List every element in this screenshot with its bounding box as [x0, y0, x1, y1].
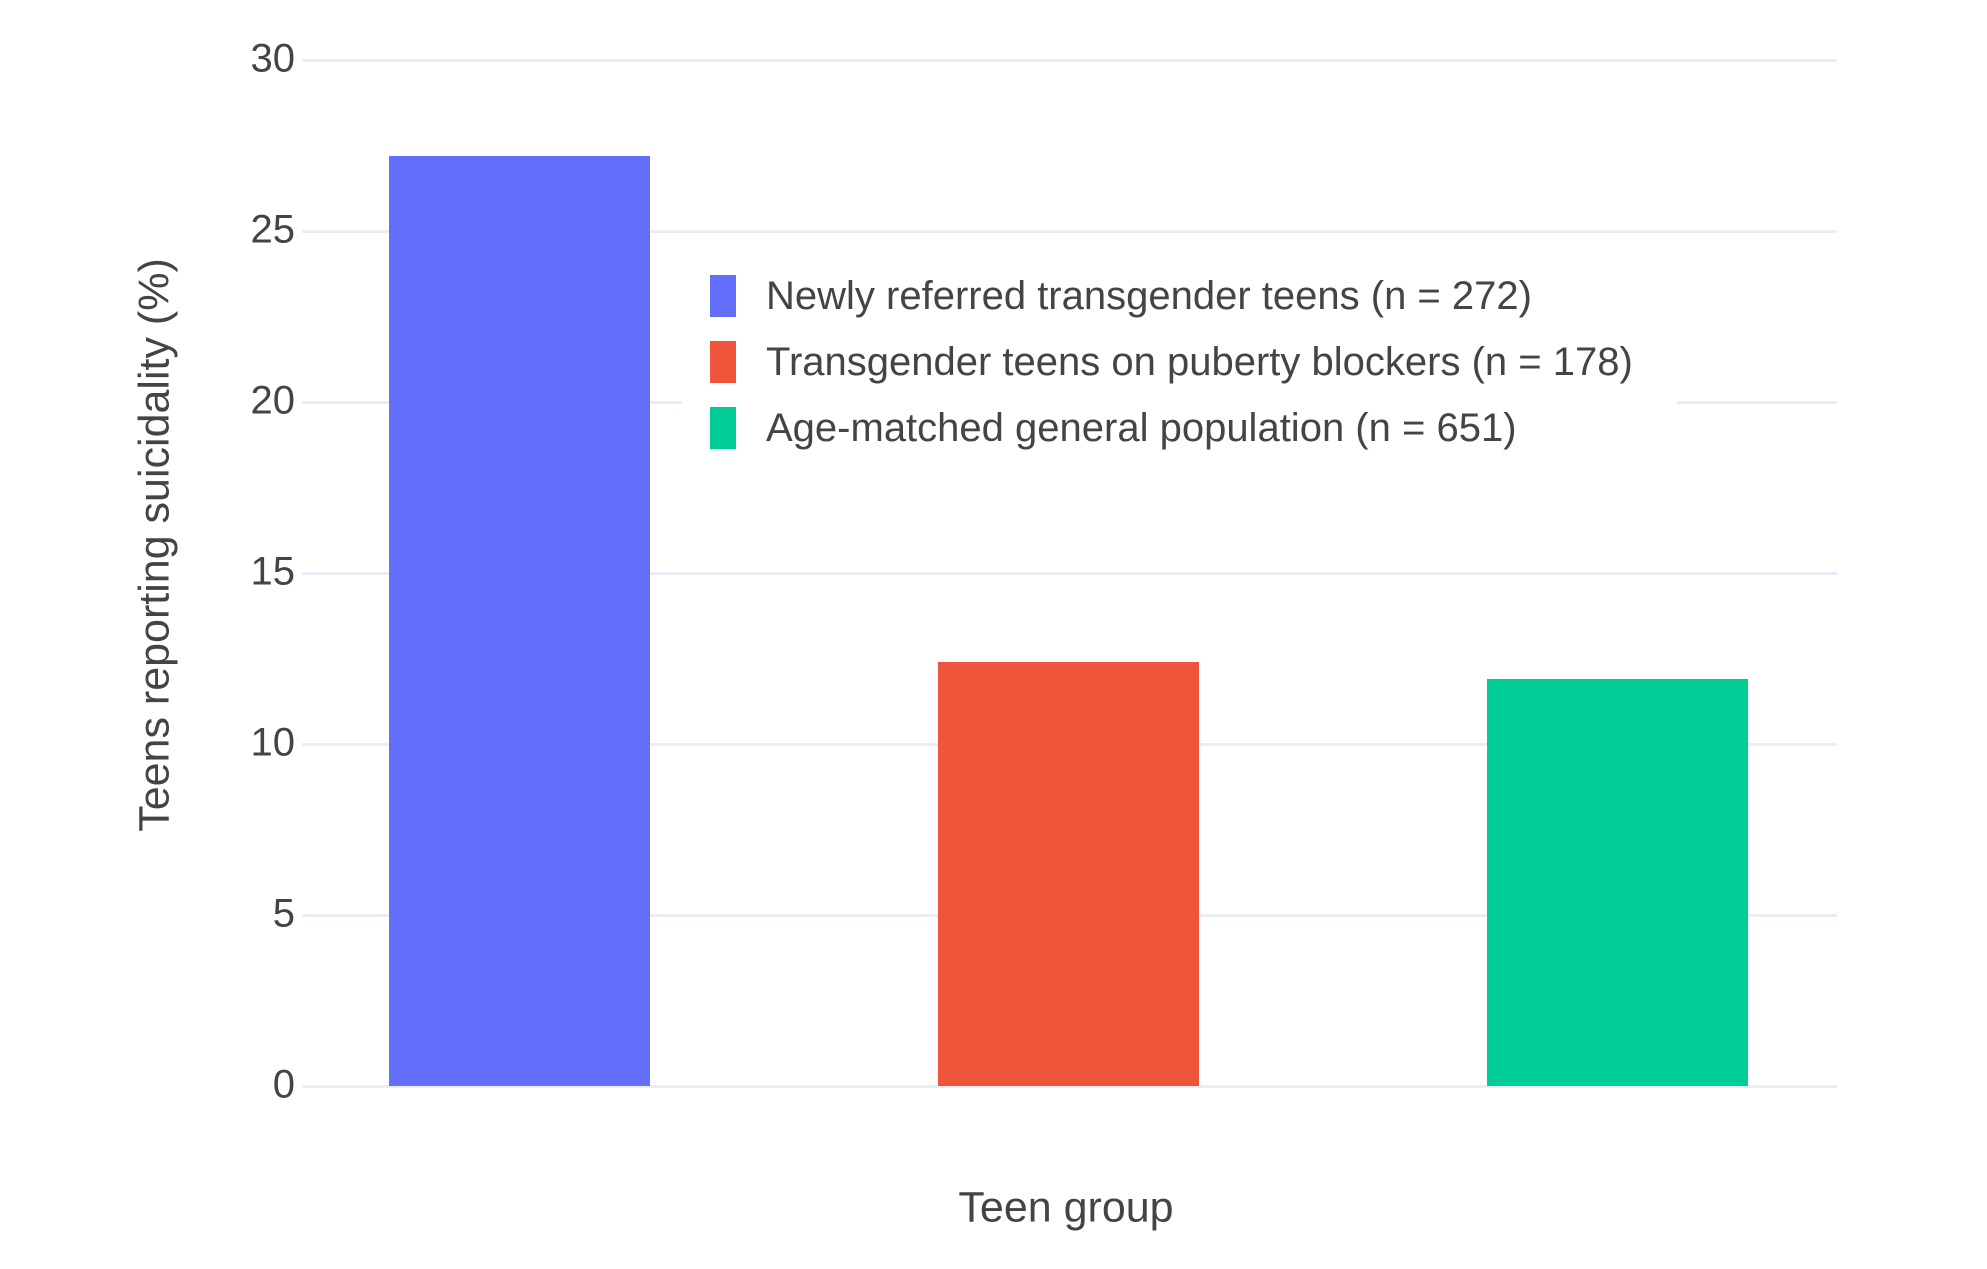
bar-3: [1487, 679, 1748, 1086]
y-axis-title: Teens reporting suicidality (%): [130, 258, 179, 832]
y-tick-label: 30: [250, 36, 296, 81]
y-tick-label: 0: [272, 1062, 295, 1107]
y-tick-label: 5: [272, 891, 295, 936]
y-tick-label: 20: [250, 378, 296, 423]
y-tick-label: 10: [250, 720, 296, 765]
y-tick-label: 15: [250, 549, 296, 594]
bar-2: [938, 661, 1199, 1086]
legend-swatch: [710, 341, 736, 383]
legend-item: Age-matched general population (n = 651): [710, 395, 1633, 461]
gridline: [302, 571, 1837, 575]
legend: Newly referred transgender teens (n = 27…: [682, 250, 1677, 474]
x-axis-title: Teen group: [958, 1183, 1174, 1232]
legend-swatch: [710, 407, 736, 449]
gridline: [302, 229, 1837, 233]
legend-item: Newly referred transgender teens (n = 27…: [710, 263, 1633, 329]
legend-item: Transgender teens on puberty blockers (n…: [710, 329, 1633, 395]
gridline: [302, 1084, 1837, 1088]
bar-1: [389, 155, 650, 1086]
y-tick-label: 25: [250, 207, 296, 252]
legend-label: Age-matched general population (n = 651): [766, 406, 1517, 450]
legend-label: Transgender teens on puberty blockers (n…: [766, 340, 1633, 384]
legend-label: Newly referred transgender teens (n = 27…: [766, 274, 1532, 318]
legend-swatch: [710, 275, 736, 317]
gridline: [302, 58, 1837, 62]
